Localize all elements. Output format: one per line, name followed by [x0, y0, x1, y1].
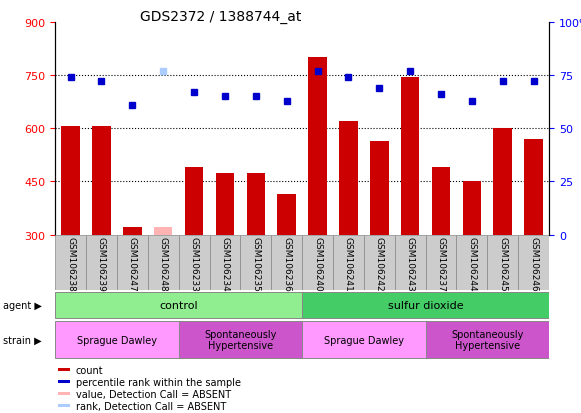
Bar — [210, 235, 241, 291]
Text: GSM106233: GSM106233 — [189, 237, 199, 292]
Bar — [432, 168, 450, 235]
Bar — [278, 194, 296, 235]
Text: GSM106247: GSM106247 — [128, 237, 137, 291]
Text: sulfur dioxide: sulfur dioxide — [388, 300, 464, 311]
Bar — [462, 182, 481, 235]
Bar — [401, 78, 419, 235]
Text: percentile rank within the sample: percentile rank within the sample — [76, 377, 241, 387]
Bar — [271, 235, 302, 291]
Bar — [58, 368, 70, 371]
Bar — [58, 380, 70, 383]
Text: value, Detection Call = ABSENT: value, Detection Call = ABSENT — [76, 389, 231, 399]
Bar — [58, 404, 70, 407]
Bar — [179, 321, 302, 358]
Text: GSM106242: GSM106242 — [375, 237, 384, 291]
Bar — [123, 228, 142, 235]
Bar — [154, 228, 173, 235]
Bar — [425, 321, 549, 358]
Bar — [493, 129, 512, 235]
Text: GSM106235: GSM106235 — [252, 237, 260, 292]
Bar — [364, 235, 394, 291]
Text: rank, Detection Call = ABSENT: rank, Detection Call = ABSENT — [76, 401, 226, 411]
Text: GSM106241: GSM106241 — [344, 237, 353, 291]
Bar — [185, 168, 203, 235]
Bar — [55, 235, 86, 291]
Text: GSM106237: GSM106237 — [436, 237, 446, 292]
Bar — [524, 140, 543, 235]
Bar — [370, 141, 389, 235]
Text: GSM106238: GSM106238 — [66, 237, 75, 292]
Bar — [179, 235, 210, 291]
Bar — [216, 173, 234, 235]
Text: control: control — [159, 300, 198, 311]
Bar — [241, 235, 271, 291]
Text: GSM106244: GSM106244 — [467, 237, 476, 291]
Text: GSM106239: GSM106239 — [97, 237, 106, 292]
Bar — [309, 58, 327, 235]
Bar — [246, 173, 265, 235]
Text: GSM106248: GSM106248 — [159, 237, 168, 291]
Text: GSM106245: GSM106245 — [498, 237, 507, 291]
Text: GSM106236: GSM106236 — [282, 237, 291, 292]
Bar — [333, 235, 364, 291]
Bar — [394, 235, 425, 291]
Text: GSM106240: GSM106240 — [313, 237, 322, 291]
Bar — [457, 235, 487, 291]
Bar — [117, 235, 148, 291]
Text: GSM106234: GSM106234 — [220, 237, 229, 291]
Bar — [302, 292, 549, 318]
Bar — [302, 235, 333, 291]
Text: agent ▶: agent ▶ — [3, 300, 42, 311]
Bar — [86, 235, 117, 291]
Text: Sprague Dawley: Sprague Dawley — [77, 335, 157, 345]
Bar — [58, 392, 70, 395]
Bar — [518, 235, 549, 291]
Bar — [55, 321, 179, 358]
Text: GSM106246: GSM106246 — [529, 237, 538, 291]
Bar — [148, 235, 179, 291]
Bar — [487, 235, 518, 291]
Text: GDS2372 / 1388744_at: GDS2372 / 1388744_at — [140, 10, 302, 24]
Bar — [339, 122, 358, 235]
Bar — [62, 127, 80, 235]
Bar — [92, 127, 111, 235]
Text: strain ▶: strain ▶ — [3, 335, 41, 345]
Text: GSM106243: GSM106243 — [406, 237, 415, 291]
Bar — [425, 235, 457, 291]
Bar — [55, 292, 302, 318]
Text: count: count — [76, 365, 103, 375]
Bar — [302, 321, 425, 358]
Text: Spontaneously
Hypertensive: Spontaneously Hypertensive — [204, 329, 277, 351]
Text: Sprague Dawley: Sprague Dawley — [324, 335, 404, 345]
Text: Spontaneously
Hypertensive: Spontaneously Hypertensive — [451, 329, 523, 351]
